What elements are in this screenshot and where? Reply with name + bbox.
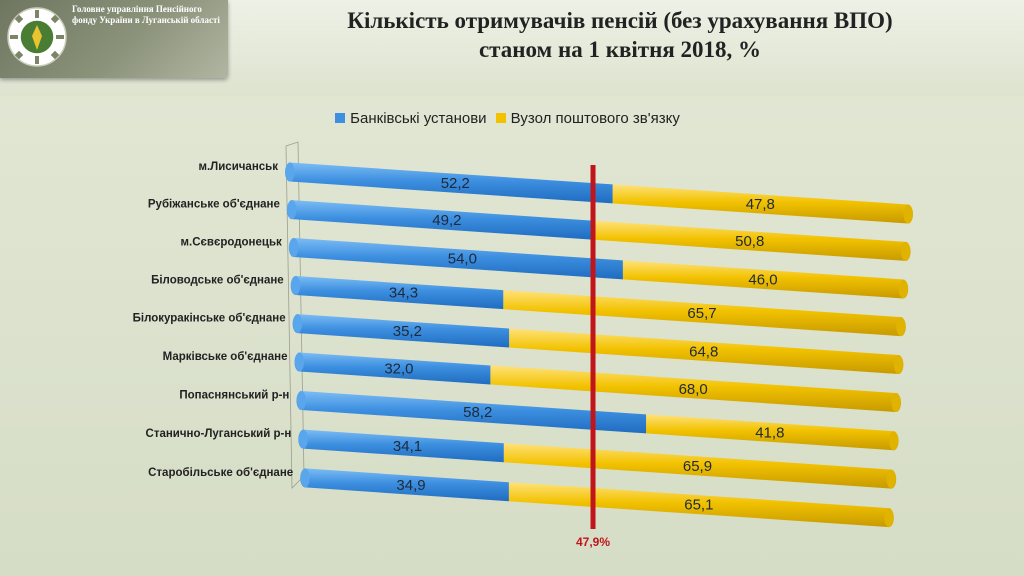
legend-label-bank: Банківські установи <box>350 109 487 127</box>
post-value-label-5: 68,0 <box>679 381 708 398</box>
bar-post-cap-5 <box>891 393 901 413</box>
legend-item-bank: Банківські установи <box>335 109 487 127</box>
bank-value-label-8: 34,9 <box>396 477 425 494</box>
bar-bank-5 <box>294 352 491 385</box>
chart-title-line-2: станом на 1 квітня 2018, % <box>478 37 762 62</box>
bank-value-label-6: 58,2 <box>463 404 492 421</box>
bar-bank-7 <box>298 429 504 463</box>
chart-title: Кількість отримувачів пенсій (без урахув… <box>250 6 990 64</box>
bar-post-3 <box>503 290 906 337</box>
bar-bank-4 <box>292 314 510 348</box>
bar-bank-8 <box>300 468 509 502</box>
post-value-label-0: 47,8 <box>746 196 775 213</box>
bar-post-6 <box>646 414 899 451</box>
post-value-label-8: 65,1 <box>684 497 713 514</box>
category-label-1: Рубіжанське об'єднане <box>148 199 280 211</box>
bank-value-label-3: 34,3 <box>389 285 418 302</box>
category-label-5: Марківське об'єднане <box>163 351 288 363</box>
chart-title-line-1: Кількість отримувачів пенсій (без урахув… <box>347 8 893 33</box>
bank-value-label-0: 52,2 <box>441 175 470 192</box>
post-value-label-2: 46,0 <box>748 271 777 288</box>
post-value-label-1: 50,8 <box>735 233 764 250</box>
category-label-0: м.Лисичанськ <box>198 161 278 173</box>
bar-post-cap-6 <box>889 431 899 451</box>
bank-value-label-2: 54,0 <box>448 251 477 268</box>
bar-bank-3 <box>290 276 504 310</box>
reference-line-label: 47,9% <box>576 535 610 549</box>
post-value-label-7: 65,9 <box>683 458 712 475</box>
bar-post-cap-0 <box>903 204 913 224</box>
bar-post-cap-4 <box>893 355 903 375</box>
category-label-7: Станично-Луганський р-н <box>146 428 292 440</box>
bar-bank-cap-7 <box>298 429 308 449</box>
bar-post-1 <box>593 220 911 261</box>
bar-bank-6 <box>296 390 647 434</box>
legend-item-post: Вузол поштового зв'язку <box>495 109 680 127</box>
bank-value-label-1: 49,2 <box>432 212 461 229</box>
bar-post-cap-7 <box>886 469 896 489</box>
bar-post-cap-2 <box>898 279 908 299</box>
bar-bank-cap-5 <box>295 352 304 372</box>
bar-bank-cap-6 <box>296 390 306 410</box>
organization-name: Головне управління Пенсійного фонду Укра… <box>72 4 220 25</box>
bar-bank-1 <box>286 200 594 240</box>
legend-swatch-post <box>495 113 506 123</box>
bar-bank-2 <box>288 238 623 280</box>
bank-value-label-5: 32,0 <box>384 360 413 377</box>
bar-bank-cap-8 <box>300 468 310 488</box>
bar-post-2 <box>622 260 909 299</box>
legend-swatch-bank <box>335 113 346 123</box>
post-value-label-6: 41,8 <box>755 424 784 441</box>
bank-value-label-7: 34,1 <box>393 438 422 455</box>
pension-fund-emblem-icon <box>7 7 67 67</box>
bar-post-cap-8 <box>884 508 894 528</box>
category-label-8: Старобільське об'єднане <box>148 467 293 479</box>
chart-legend: Банківські установи Вузол поштового зв'я… <box>0 108 1024 128</box>
bar-bank-0 <box>285 162 613 204</box>
bar-bank-cap-0 <box>285 162 295 182</box>
category-label-3: Біловодське об'єднане <box>151 275 284 287</box>
bar-post-4 <box>509 328 904 375</box>
bar-bank-cap-1 <box>287 200 297 220</box>
bar-bank-cap-4 <box>293 314 303 334</box>
bar-post-8 <box>508 482 894 528</box>
category-label-6: Попаснянський р-н <box>179 389 289 401</box>
bar-bank-cap-3 <box>291 276 301 296</box>
bar-post-cap-1 <box>901 241 911 261</box>
bar-post-cap-3 <box>896 317 906 337</box>
post-value-label-4: 64,8 <box>689 343 718 360</box>
reference-line <box>590 165 596 529</box>
legend-label-post: Вузол поштового зв'язку <box>510 109 680 127</box>
bar-bank-cap-2 <box>289 238 299 258</box>
category-label-2: м.Сєвєродонецьк <box>181 237 282 249</box>
post-value-label-3: 65,7 <box>687 305 716 322</box>
bank-value-label-4: 35,2 <box>393 323 422 340</box>
category-label-4: Білокуракінське об'єднане <box>133 313 286 325</box>
bar-post-0 <box>612 184 913 224</box>
organization-panel: Головне управління Пенсійного фонду Укра… <box>0 0 228 78</box>
bar-post-7 <box>503 443 897 489</box>
